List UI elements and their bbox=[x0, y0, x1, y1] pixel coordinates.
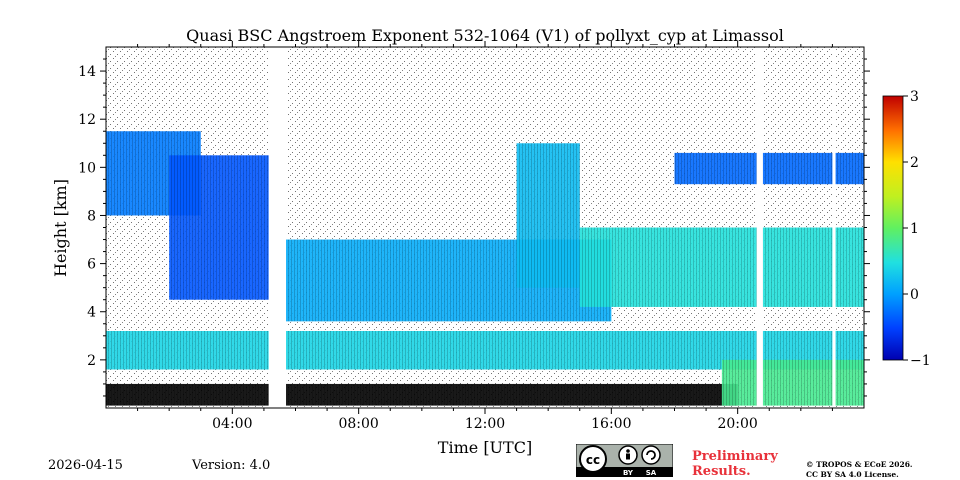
colorbar-tick-label: 0 bbox=[910, 287, 919, 303]
y-tick-label: 8 bbox=[87, 208, 96, 224]
layer-texture-descending-plume-2 bbox=[516, 143, 580, 288]
preliminary-line-1: Preliminary bbox=[692, 449, 778, 464]
badge-by-label: BY bbox=[623, 469, 634, 477]
x-tick-label: 08:00 bbox=[338, 416, 378, 432]
badge-sa-label: SA bbox=[646, 469, 657, 477]
layer-texture-night-surface-layer bbox=[721, 359, 864, 406]
data-gap-1 bbox=[756, 47, 763, 408]
x-tick-label: 12:00 bbox=[465, 416, 505, 432]
footer-version: Version: 4.0 bbox=[192, 458, 271, 473]
colorbar-tick-label: 2 bbox=[910, 155, 919, 171]
data-gap-2 bbox=[832, 47, 836, 408]
colorbar-tick-label: 3 bbox=[910, 89, 919, 105]
colorbar-tick-label: −1 bbox=[910, 353, 931, 369]
y-tick-label: 4 bbox=[87, 305, 96, 321]
svg-text:cc: cc bbox=[586, 453, 600, 467]
x-axis-label: Time [UTC] bbox=[438, 438, 532, 457]
y-tick-label: 6 bbox=[87, 257, 96, 273]
cc-icon bbox=[579, 445, 607, 473]
plot-area bbox=[106, 47, 864, 408]
data-gap-0 bbox=[268, 47, 287, 408]
y-tick-label: 14 bbox=[78, 64, 96, 80]
y-axis-label: Height [km] bbox=[51, 179, 70, 277]
footer-date: 2026-04-15 bbox=[48, 458, 123, 473]
layer-texture-evening-aerosol bbox=[579, 227, 864, 307]
x-tick-label: 16:00 bbox=[591, 416, 631, 432]
preliminary-line-2: Results. bbox=[692, 464, 751, 479]
copyright-notice: © TROPOS & ECoE 2026. CC BY SA 4.0 Licen… bbox=[806, 460, 913, 480]
layer-texture-lower-layer-dark bbox=[106, 383, 738, 406]
y-tick-label: 12 bbox=[78, 112, 96, 128]
cc-by-sa-badge: cc BY SA bbox=[576, 444, 673, 477]
y-tick-label: 10 bbox=[78, 160, 96, 176]
x-tick-label: 04:00 bbox=[212, 416, 252, 432]
colorbar-tick-label: 1 bbox=[910, 221, 919, 237]
x-tick-label: 20:00 bbox=[717, 416, 757, 432]
share-alike-icon bbox=[641, 445, 661, 465]
chart-title: Quasi BSC Angstroem Exponent 532-1064 (V… bbox=[186, 26, 784, 45]
preliminary-notice: Preliminary Results. bbox=[692, 449, 778, 479]
y-tick-label: 2 bbox=[87, 353, 96, 369]
copyright-line-2: CC BY SA 4.0 License. bbox=[806, 470, 899, 479]
colorbar bbox=[882, 95, 904, 361]
layer-texture-descending-plume-1 bbox=[169, 155, 277, 300]
copyright-line-1: © TROPOS & ECoE 2026. bbox=[806, 460, 913, 469]
